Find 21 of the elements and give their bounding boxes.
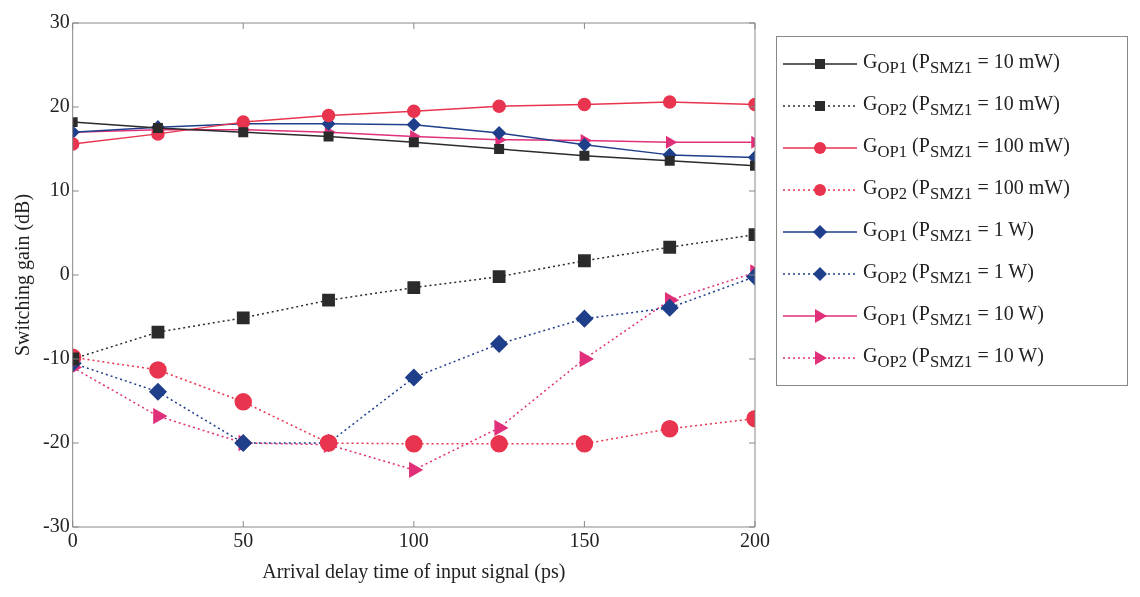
legend-label: G$_{OP1}$ (P$_{SMZ1}$ = 1 W) — [863, 218, 1034, 246]
y-tick-label: 30 — [49, 10, 70, 33]
legend-label: G$_{OP1}$ (P$_{SMZ1}$ = 10 mW) — [863, 50, 1060, 78]
x-axis-title: Arrival delay time of input signal (ps) — [262, 560, 566, 584]
y-tick-label: -30 — [42, 514, 70, 537]
y-tick-label: 10 — [49, 178, 70, 201]
x-tick-label: 50 — [233, 529, 254, 552]
legend-label: G$_{OP1}$ (P$_{SMZ1}$ = 100 mW) — [863, 134, 1070, 162]
y-tick-label: -20 — [42, 430, 70, 453]
x-tick-label: 100 — [398, 529, 429, 552]
y-tick-label: 20 — [49, 94, 70, 117]
legend-label: G$_{OP2}$ (P$_{SMZ1}$ = 10 W) — [863, 344, 1044, 372]
x-tick-label: 150 — [569, 529, 600, 552]
y-tick-label: -10 — [42, 346, 70, 369]
y-axis-title: Switching gain (dB) — [11, 193, 35, 357]
x-tick-label: 200 — [740, 529, 770, 552]
legend-label: G$_{OP2}$ (P$_{SMZ1}$ = 10 mW) — [863, 92, 1060, 120]
legend-label: G$_{OP2}$ (P$_{SMZ1}$ = 1 W) — [863, 260, 1034, 288]
legend-label: G$_{OP2}$ (P$_{SMZ1}$ = 100 mW) — [863, 176, 1070, 204]
legend-label: G$_{OP1}$ (P$_{SMZ1}$ = 10 W) — [863, 302, 1044, 330]
y-tick-label: 0 — [59, 262, 70, 285]
